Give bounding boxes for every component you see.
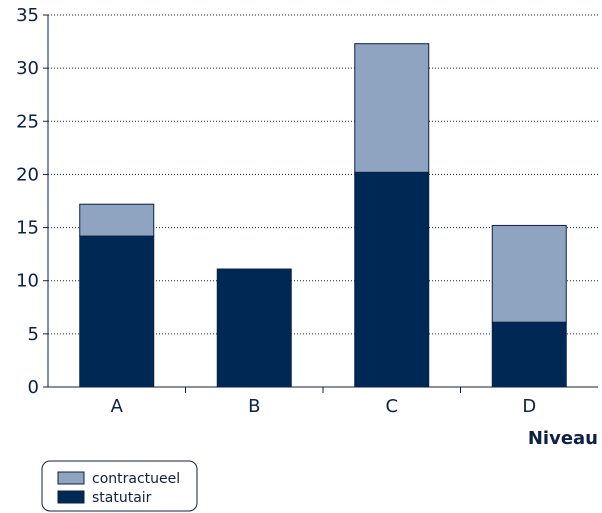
y-tick-label: 5	[28, 324, 39, 345]
legend-label-contractueel: contractueel	[92, 471, 180, 487]
bar-statutair-B	[216, 268, 292, 388]
legend-swatch-statutair	[57, 490, 85, 504]
y-tick-label: 30	[16, 58, 39, 79]
y-tick-label: 10	[16, 271, 39, 292]
bar-contractueel-D	[491, 224, 567, 323]
x-tick-label: B	[248, 396, 260, 417]
bar-series	[79, 43, 567, 388]
bar-contractueel-A	[79, 203, 155, 237]
x-axis: A B C D	[48, 386, 598, 417]
bar-statutair-A	[79, 235, 155, 388]
y-tick-label: 20	[16, 164, 39, 185]
x-axis-title: Niveau	[528, 428, 598, 449]
y-tick-label: 25	[16, 111, 39, 132]
y-axis: 0 5 10 15 20 25 30 35	[16, 5, 49, 398]
bar-contractueel-C	[354, 43, 430, 173]
bar-statutair-C	[354, 171, 430, 388]
bar-statutair-D	[491, 321, 567, 388]
x-tick-label: C	[385, 396, 398, 417]
y-tick-label: 0	[28, 377, 39, 398]
y-tick-label: 35	[16, 5, 39, 26]
y-tick-label: 15	[16, 218, 39, 239]
legend: contractueel statutair	[41, 460, 198, 512]
legend-label-statutair: statutair	[92, 490, 152, 506]
x-tick-label: A	[111, 396, 124, 417]
legend-swatch-contractueel	[57, 471, 85, 485]
x-tick-label: D	[522, 396, 536, 417]
